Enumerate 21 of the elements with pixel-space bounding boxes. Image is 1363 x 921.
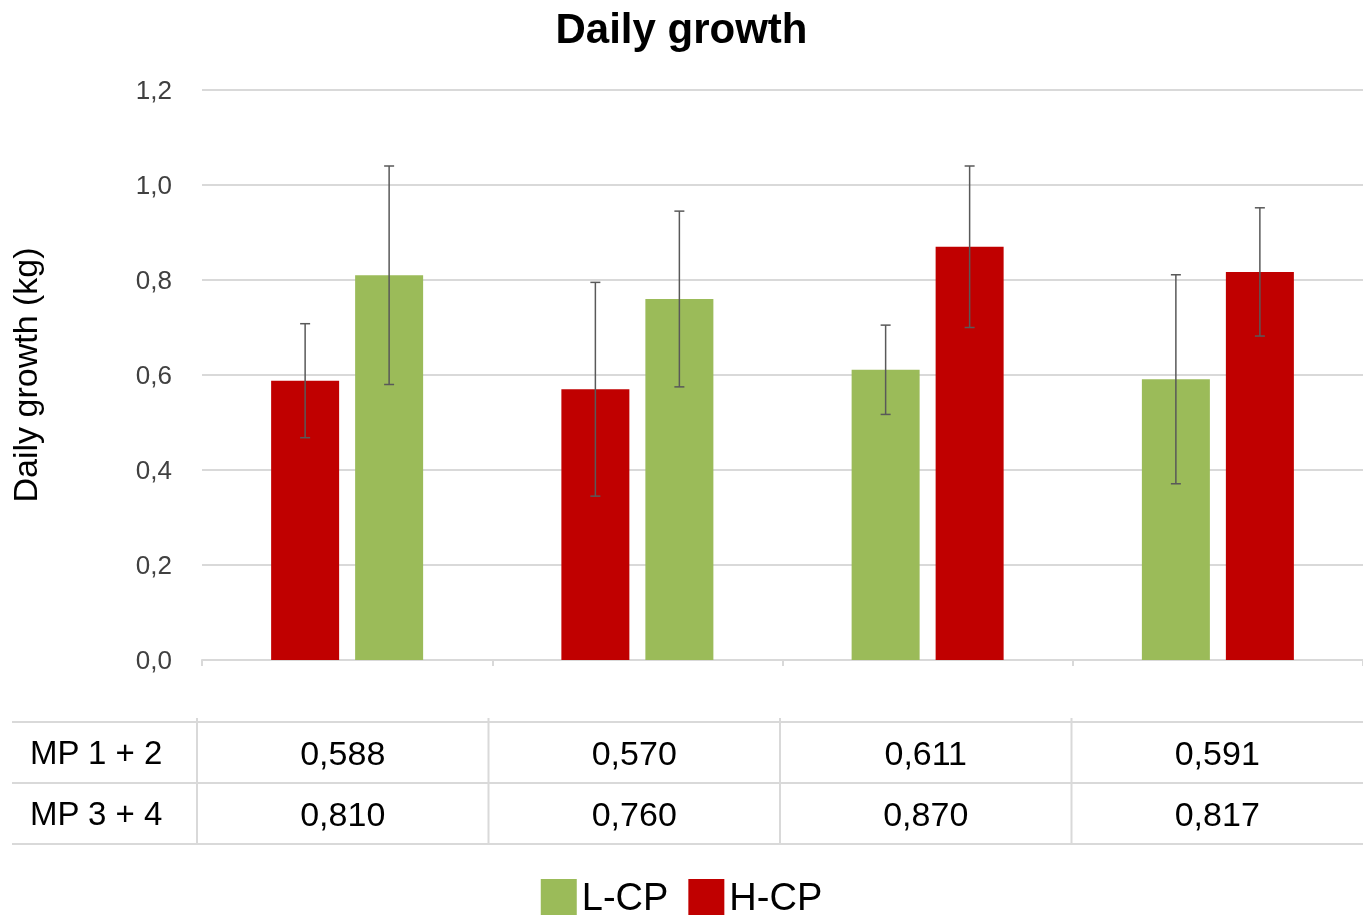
data-label: 0,817 — [1174, 794, 1260, 833]
y-tick-label: 0,4 — [135, 455, 172, 485]
text: MP 3 + 4 — [30, 795, 163, 832]
chart-title: Daily growth — [555, 4, 808, 52]
data-label: 0,611 — [884, 733, 968, 772]
data-label: 0,810 — [300, 794, 386, 833]
data-label: 0,588 — [300, 733, 386, 772]
legend-label: H-CP — [729, 876, 823, 918]
y-tick-label: 1,2 — [135, 75, 172, 105]
y-tick-label: 0,2 — [135, 550, 172, 580]
data-label: 0,591 — [1174, 733, 1260, 772]
y-tick-label: 0,6 — [135, 360, 172, 390]
y-axis-title: Daily growth (kg) — [6, 247, 44, 503]
data-label: 0,760 — [591, 794, 677, 833]
text: MP 1 + 2 — [30, 734, 163, 771]
y-tick-label: 0,8 — [135, 265, 172, 295]
y-tick-label: 1,0 — [135, 170, 172, 200]
data-label: 0,870 — [883, 794, 969, 833]
y-tick-label: 0,0 — [135, 645, 172, 675]
legend-label: L-CP — [581, 876, 669, 918]
data-label: 0,570 — [591, 733, 677, 772]
